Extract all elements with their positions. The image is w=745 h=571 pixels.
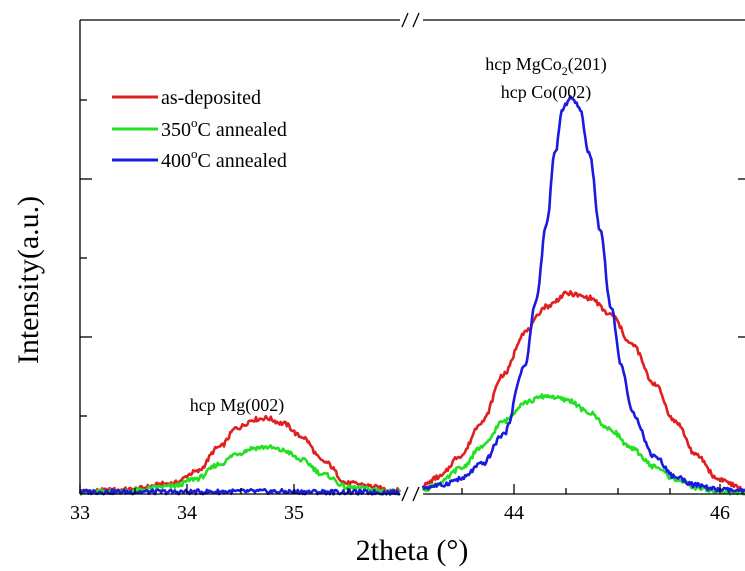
annotation-mgco2-sub: 2: [562, 64, 568, 78]
right-panel: [421, 95, 745, 496]
break-top-1: [401, 12, 409, 28]
legend-label: 350oC annealed: [161, 115, 287, 141]
x-tick-label: 33: [70, 502, 90, 524]
annotation-mgco2: hcp MgCo2(201): [485, 54, 607, 78]
x-tick-label: 34: [177, 502, 197, 524]
annotation-mg: hcp Mg(002): [190, 395, 284, 416]
series-line-left-1: [79, 444, 401, 496]
annotation-mgco2-suffix: (201): [568, 54, 607, 75]
y-ticks-right: [738, 178, 745, 338]
legend-entry-400c: 400oC annealed: [112, 146, 287, 172]
legend-entry-350c: 350oC annealed: [112, 115, 287, 141]
axis-frame: [79, 19, 745, 495]
series-line-right-0: [422, 290, 745, 493]
y-axis-label: Intensity(a.u.): [12, 196, 45, 364]
left-panel: [78, 414, 402, 496]
series-line-right-2: [421, 95, 745, 494]
x-axis-label: 2theta (°): [356, 534, 469, 567]
axis-break-marks: [401, 12, 420, 502]
x-tick-labels: 33 34 35 44 46: [70, 502, 730, 524]
break-top-2: [412, 12, 420, 28]
annotation-mgco2-main: hcp MgCo: [485, 54, 562, 74]
x-tick-label: 46: [710, 502, 730, 524]
annotation-co: hcp Co(002): [501, 82, 591, 103]
break-bottom-2: [412, 486, 420, 502]
legend-label: 400oC annealed: [161, 146, 287, 172]
legend: as-deposited 350oC annealed 400oC anneal…: [112, 87, 287, 172]
legend-label: as-deposited: [161, 87, 261, 109]
break-bottom-1: [401, 486, 409, 502]
series-line-right-1: [421, 393, 745, 496]
x-tick-label: 44: [504, 502, 524, 524]
x-ticks: [79, 484, 721, 494]
x-tick-label: 35: [284, 502, 304, 524]
y-ticks: [80, 99, 92, 417]
legend-entry-as-deposited: as-deposited: [112, 87, 261, 109]
